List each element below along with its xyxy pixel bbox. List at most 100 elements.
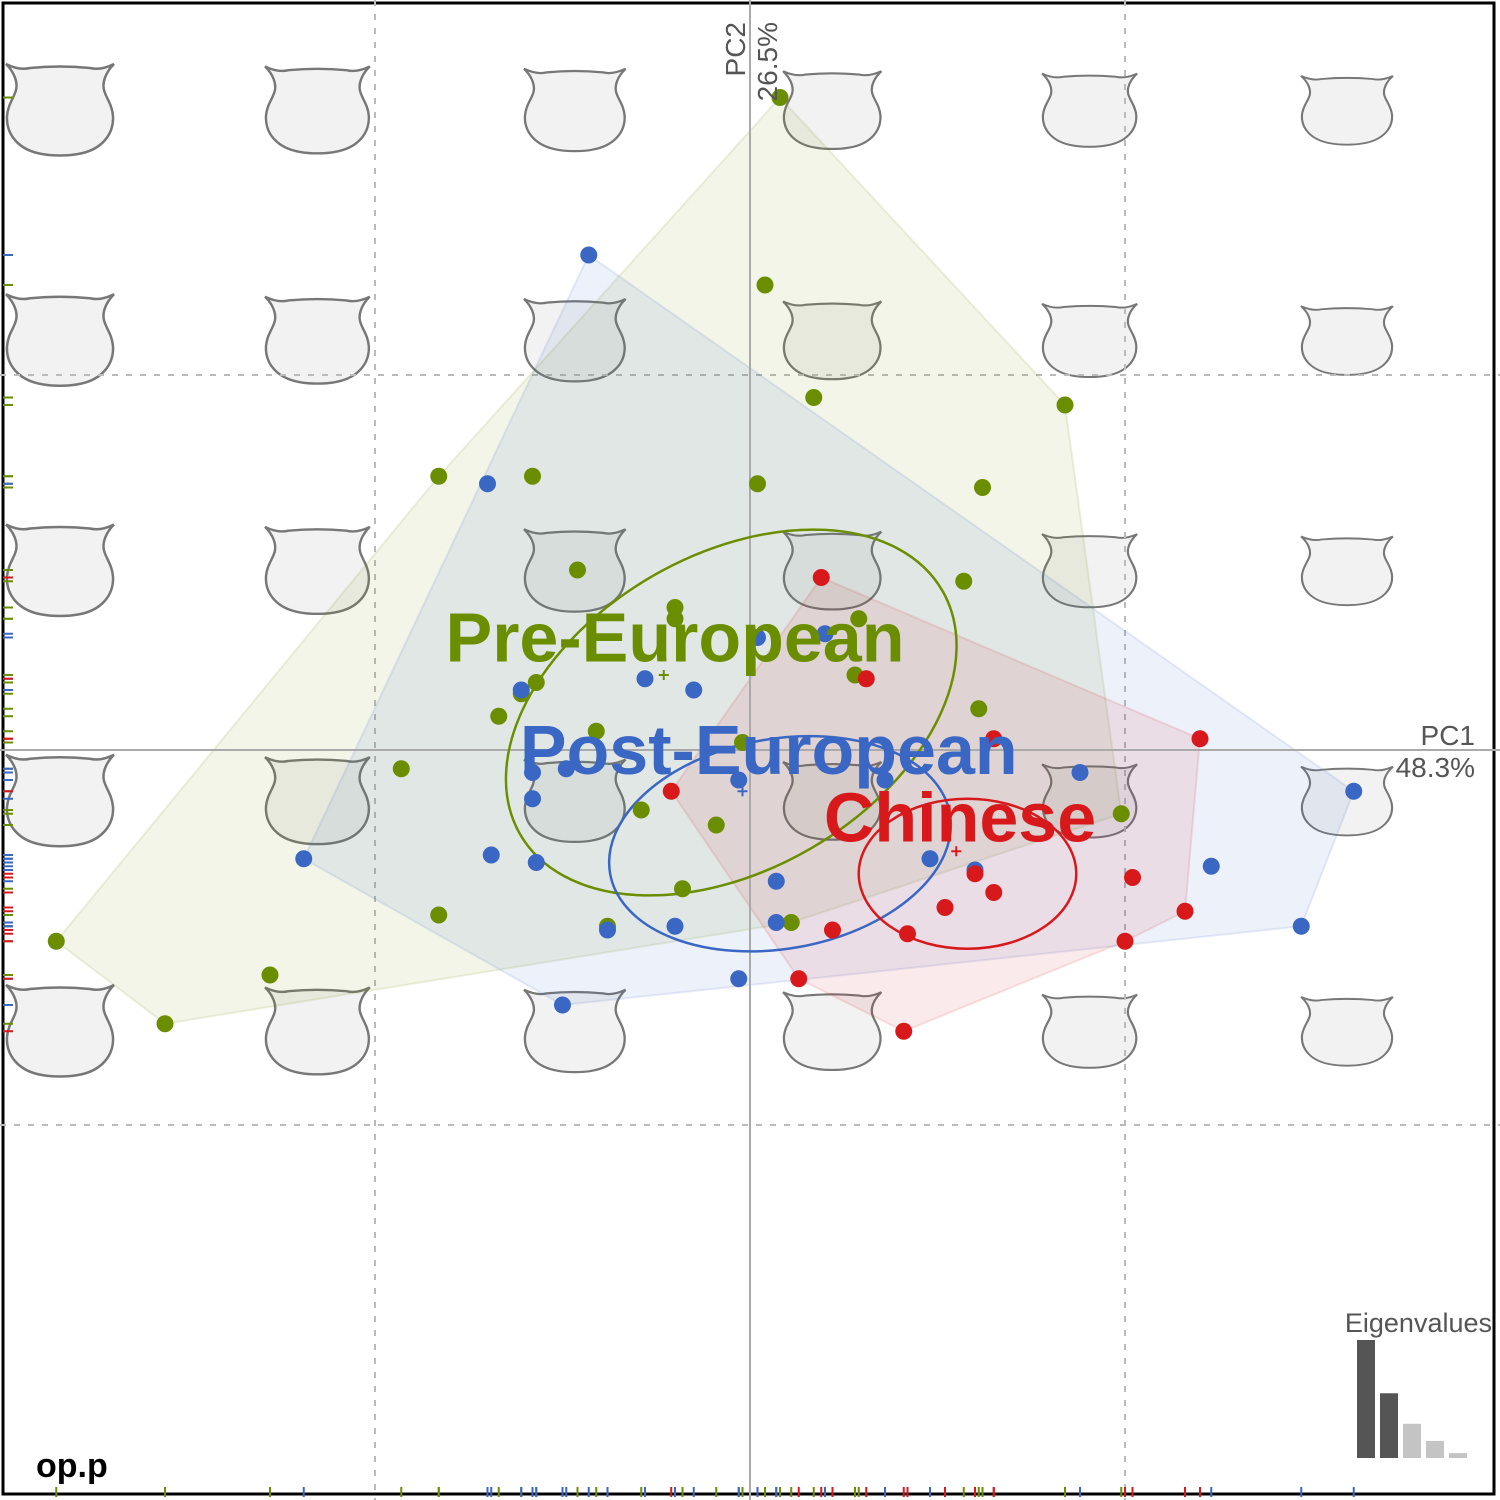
point-2-1 — [857, 670, 875, 688]
point-0-0 — [771, 89, 789, 106]
pc2-axis-percent: 26.5% — [752, 22, 783, 101]
convex-hulls — [54, 96, 1355, 1033]
pot-outline-0-5 — [1300, 74, 1394, 146]
eigenvalue-bar-3 — [1403, 1423, 1421, 1458]
point-2-5 — [966, 865, 984, 883]
point-0-5 — [430, 467, 448, 485]
data-points — [47, 89, 1363, 1040]
point-0-11 — [666, 610, 684, 628]
point-2-9 — [1176, 902, 1194, 920]
point-0-4 — [749, 475, 766, 493]
point-1-12 — [1345, 782, 1363, 800]
hull-0 — [54, 96, 1123, 1025]
pot-outline-1-4 — [1040, 302, 1139, 379]
ellipse-2 — [857, 797, 1078, 950]
point-1-15 — [482, 846, 500, 864]
point-0-18 — [587, 722, 605, 740]
pot-outline-0-1 — [263, 65, 371, 155]
point-2-11 — [899, 925, 916, 943]
point-0-3 — [1056, 396, 1074, 414]
point-1-23 — [599, 921, 616, 939]
point-0-30 — [156, 1015, 174, 1033]
point-1-11 — [730, 771, 748, 789]
point-0-16 — [490, 707, 508, 725]
group-label-1: Post-European — [520, 711, 1018, 789]
point-0-9 — [955, 572, 973, 590]
point-1-13 — [524, 790, 541, 808]
point-1-6 — [512, 681, 530, 699]
point-1-24 — [1292, 917, 1310, 935]
point-2-10 — [824, 921, 841, 939]
point-1-22 — [666, 917, 684, 935]
point-1-20 — [295, 850, 313, 868]
pot-outline-0-2 — [522, 67, 627, 153]
point-0-25 — [430, 906, 448, 924]
point-0-28 — [47, 932, 65, 950]
eigenvalue-bar-1 — [1357, 1340, 1375, 1458]
centroid-1 — [737, 786, 748, 797]
pot-outline-0-0 — [4, 62, 116, 157]
panel-label: op.p — [36, 1447, 108, 1485]
point-1-9 — [876, 771, 894, 789]
pot-outline-4-5 — [1300, 995, 1394, 1067]
hull-2 — [670, 576, 1202, 1033]
point-1-21 — [767, 914, 785, 931]
centroid-0 — [658, 670, 669, 680]
pot-outline-0-4 — [1040, 72, 1139, 148]
pot-outline-4-4 — [1040, 993, 1139, 1069]
point-2-4 — [662, 782, 680, 800]
point-2-8 — [1124, 869, 1141, 886]
eigenvalues-bars — [1357, 1340, 1467, 1458]
pot-outline-4-0 — [4, 983, 116, 1078]
pot-outline-3-0 — [4, 753, 116, 848]
point-0-29 — [261, 966, 279, 984]
point-0-17 — [970, 700, 988, 718]
pot-outline-1-1 — [263, 295, 371, 385]
pot-outline-2-5 — [1300, 535, 1394, 607]
point-2-2 — [985, 730, 1003, 748]
group-centroids — [658, 670, 962, 857]
point-2-13 — [790, 970, 808, 988]
group-label-2: Chinese — [824, 779, 1096, 857]
point-1-25 — [730, 970, 748, 988]
centroid-2 — [951, 846, 962, 857]
ellipse-1 — [607, 734, 953, 953]
point-1-16 — [527, 854, 545, 871]
point-0-20 — [392, 760, 410, 778]
point-1-8 — [524, 764, 541, 781]
confidence-ellipses — [504, 528, 1078, 953]
point-1-0 — [580, 246, 598, 264]
point-1-5 — [685, 681, 703, 699]
eigenvalue-bar-4 — [1426, 1440, 1444, 1458]
point-1-10 — [1071, 764, 1089, 781]
pc1-axis-percent: 48.3% — [1396, 752, 1475, 783]
point-2-0 — [812, 569, 830, 586]
point-0-1 — [756, 276, 774, 294]
eigenvalues-title: Eigenvalues — [1345, 1308, 1492, 1338]
point-0-27 — [782, 914, 800, 931]
rug-marks — [3, 96, 1355, 1497]
point-0-14 — [527, 674, 545, 691]
eigenvalue-bar-5 — [1449, 1453, 1467, 1458]
point-1-19 — [767, 872, 785, 890]
point-0-6 — [524, 467, 541, 485]
point-0-21 — [632, 801, 650, 819]
point-1-17 — [1202, 857, 1220, 875]
point-1-26 — [554, 996, 571, 1014]
point-1-2 — [816, 625, 834, 643]
point-2-12 — [1116, 932, 1134, 950]
point-1-1 — [479, 475, 496, 493]
point-0-12 — [850, 610, 868, 628]
point-0-8 — [569, 561, 586, 579]
point-1-7 — [557, 760, 575, 778]
pc2-axis-name: PC2 — [720, 22, 751, 76]
point-0-24 — [674, 880, 691, 898]
point-1-3 — [749, 629, 766, 646]
point-2-14 — [895, 1022, 913, 1040]
point-2-7 — [936, 899, 954, 916]
point-0-7 — [974, 479, 991, 496]
